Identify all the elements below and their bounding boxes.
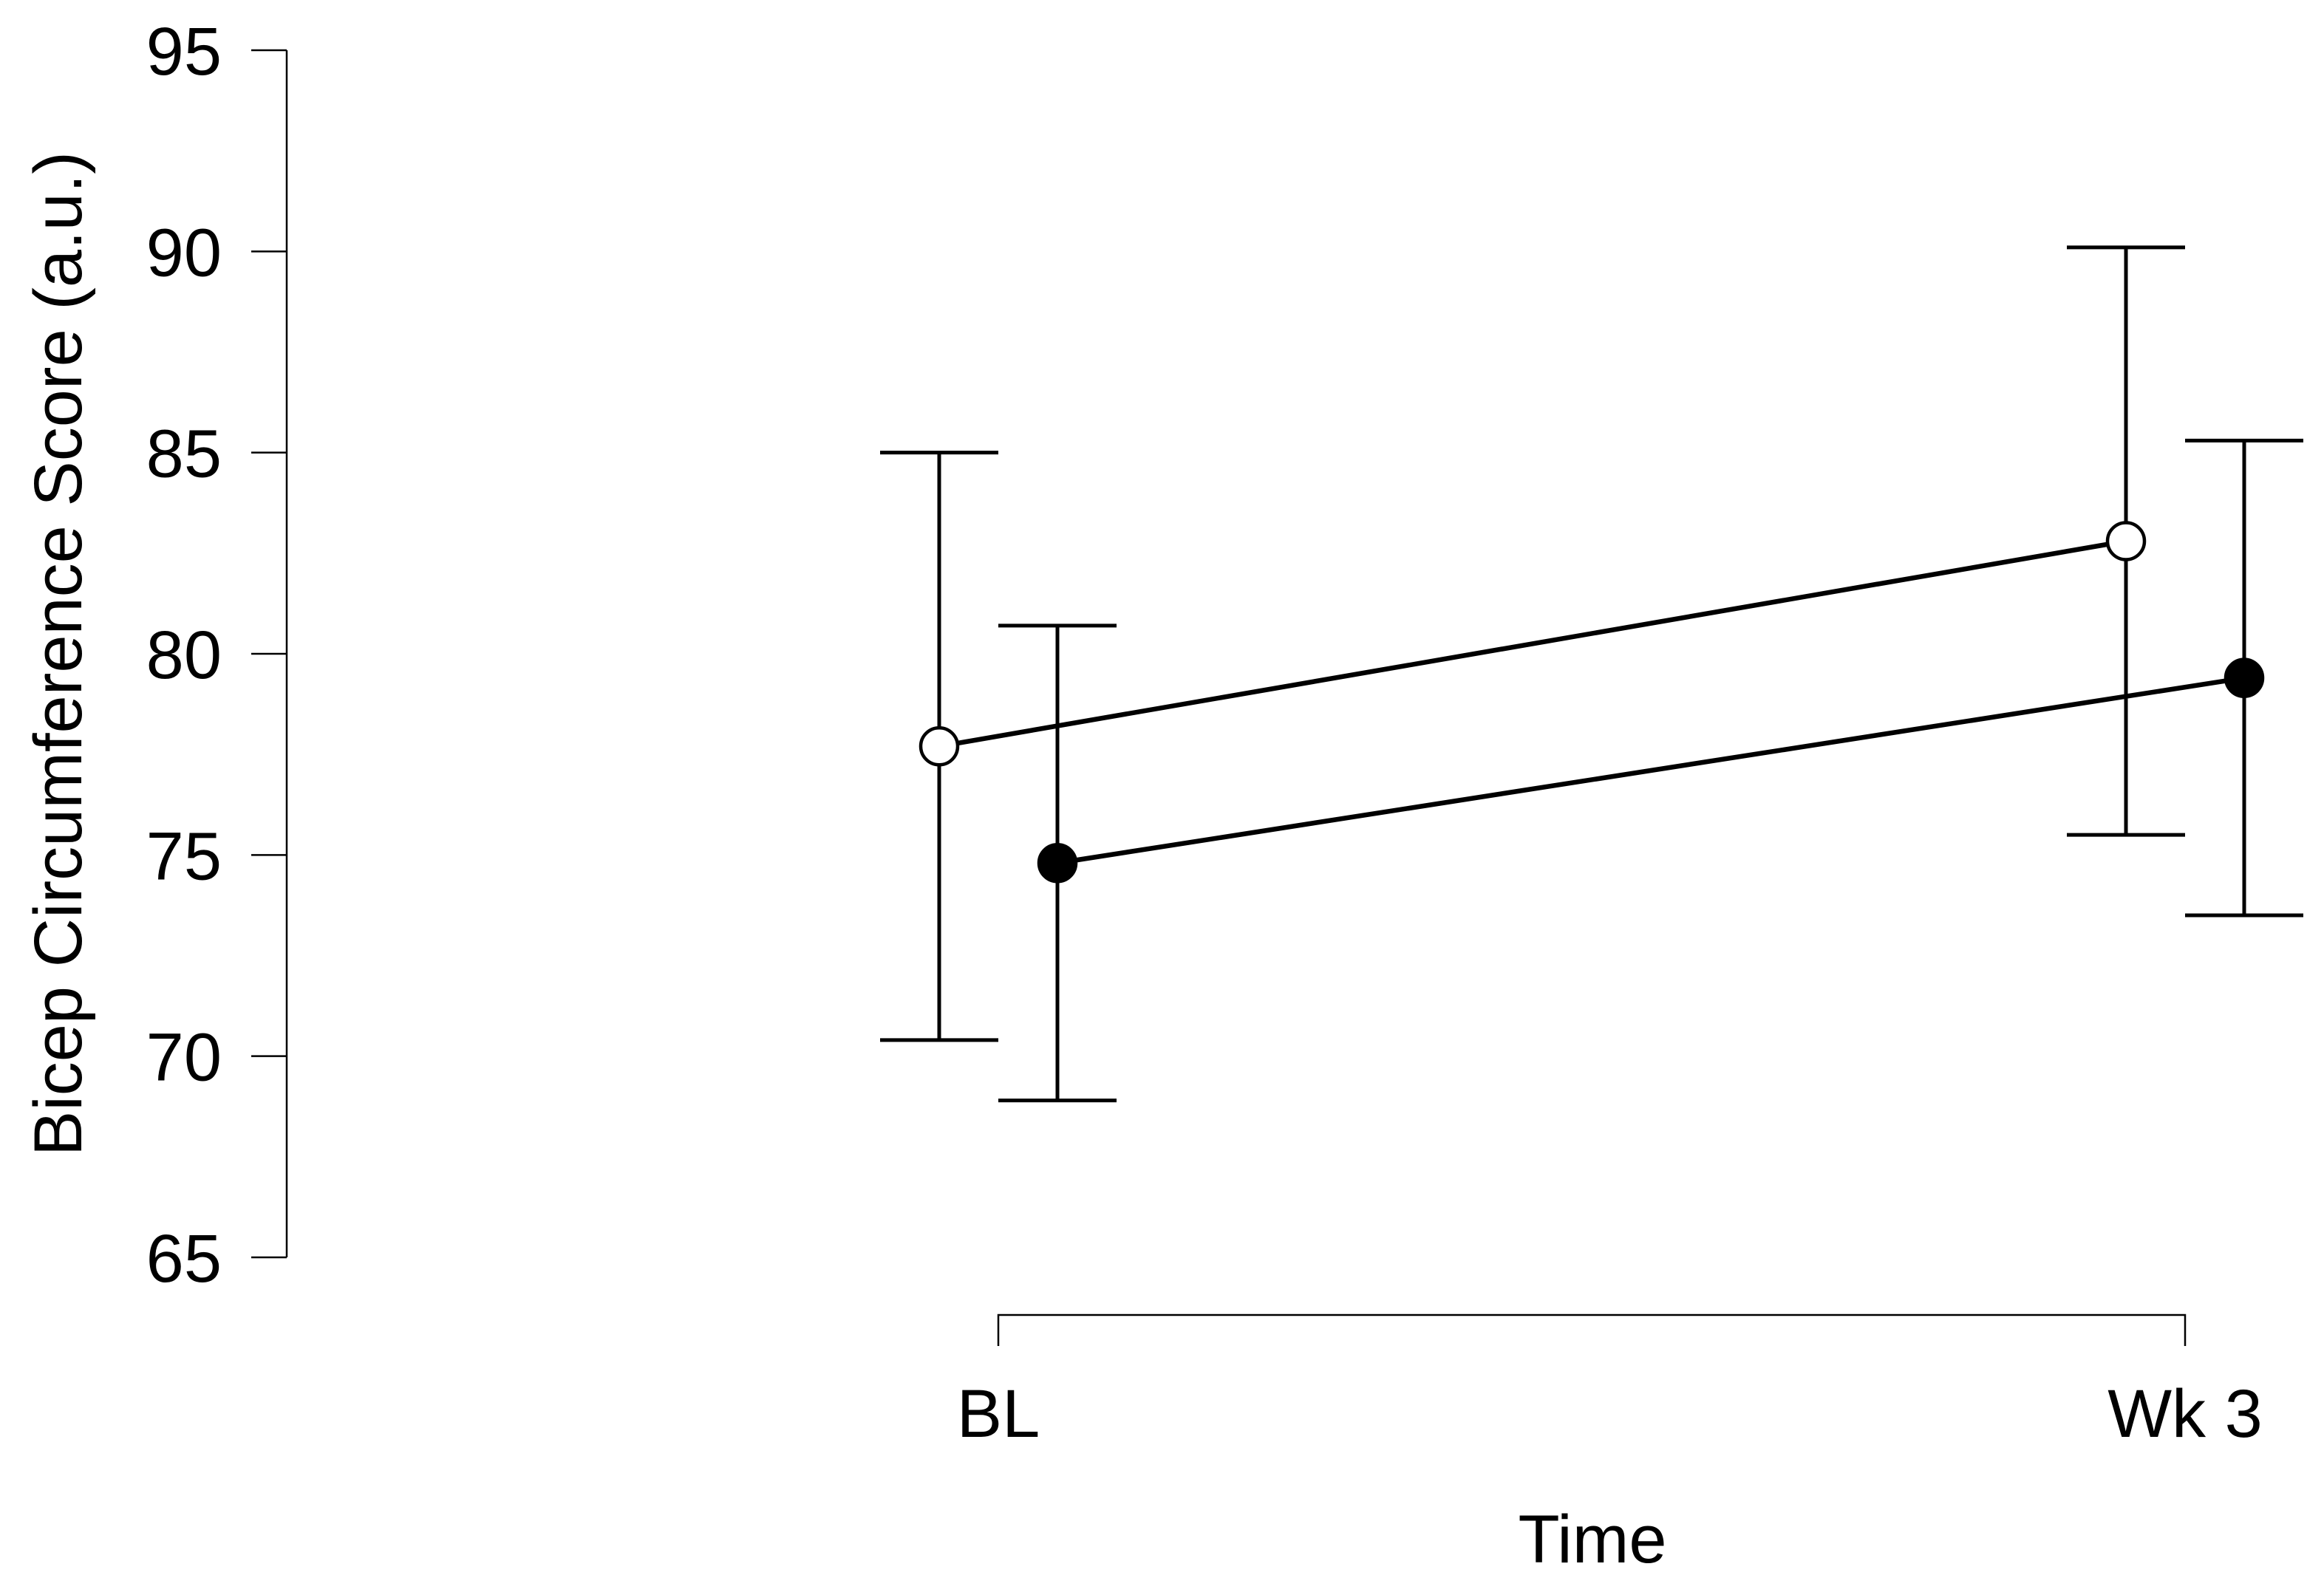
x-tick-label: Wk 3 [2107,1376,2263,1452]
y-axis-title: Bicep Circumference Score (a.u.) [21,151,96,1156]
y-tick-label: 85 [146,417,222,492]
series-2 [998,438,2303,1103]
data-point [2105,521,2147,561]
x-axis-title: Time [1518,1502,1666,1577]
x-tick-label: BL [957,1376,1040,1452]
series-layer [880,245,2303,1103]
data-point [1037,842,1078,884]
y-tick-label: 65 [146,1221,222,1297]
data-point [2224,657,2265,698]
x-ticks: BL Wk 3 [957,1376,2263,1452]
y-tick-label: 80 [146,618,222,693]
data-point [919,726,960,767]
y-tick-label: 90 [146,215,222,290]
y-tick-label: 75 [146,819,222,894]
series-line [938,539,2127,749]
series-line [1057,675,2245,866]
series-1 [880,245,2185,1042]
y-tick-label: 95 [146,14,222,89]
x-axis-line [997,1313,2187,1346]
y-tick-label: 70 [146,1020,222,1096]
y-ticks: 65 70 75 80 85 90 95 [146,14,287,1297]
